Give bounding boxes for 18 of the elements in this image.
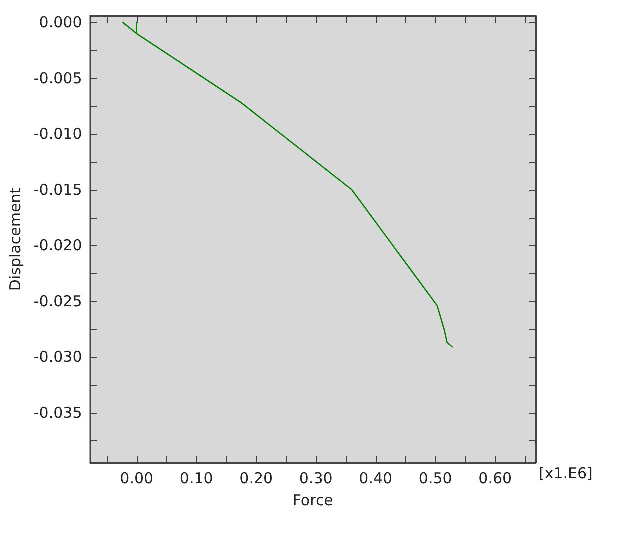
y-axis-title: Displacement bbox=[6, 188, 24, 292]
x-tick-label: 0.20 bbox=[240, 470, 274, 488]
y-tick-label: -0.030 bbox=[34, 348, 82, 366]
y-tick-label: -0.005 bbox=[34, 69, 82, 88]
x-tick-label: 0.60 bbox=[478, 470, 512, 488]
y-tick-label: -0.010 bbox=[34, 125, 82, 144]
x-tick-label: 0.30 bbox=[299, 470, 333, 488]
x-tick-label: 0.00 bbox=[120, 470, 154, 488]
y-tick-label: 0.000 bbox=[39, 14, 82, 32]
text: [x1.E6] bbox=[539, 464, 593, 482]
y-tick-label: -0.020 bbox=[34, 236, 82, 255]
x-tick-label: 0.50 bbox=[418, 470, 452, 488]
x-tick-label: 0.10 bbox=[180, 470, 214, 488]
y-tick-label: -0.015 bbox=[34, 180, 82, 199]
y-tick-label: -0.025 bbox=[34, 292, 82, 310]
x-tick-label: 0.40 bbox=[359, 470, 393, 488]
y-tick-label: -0.035 bbox=[34, 404, 82, 422]
x-axis-title: Force bbox=[292, 492, 334, 510]
